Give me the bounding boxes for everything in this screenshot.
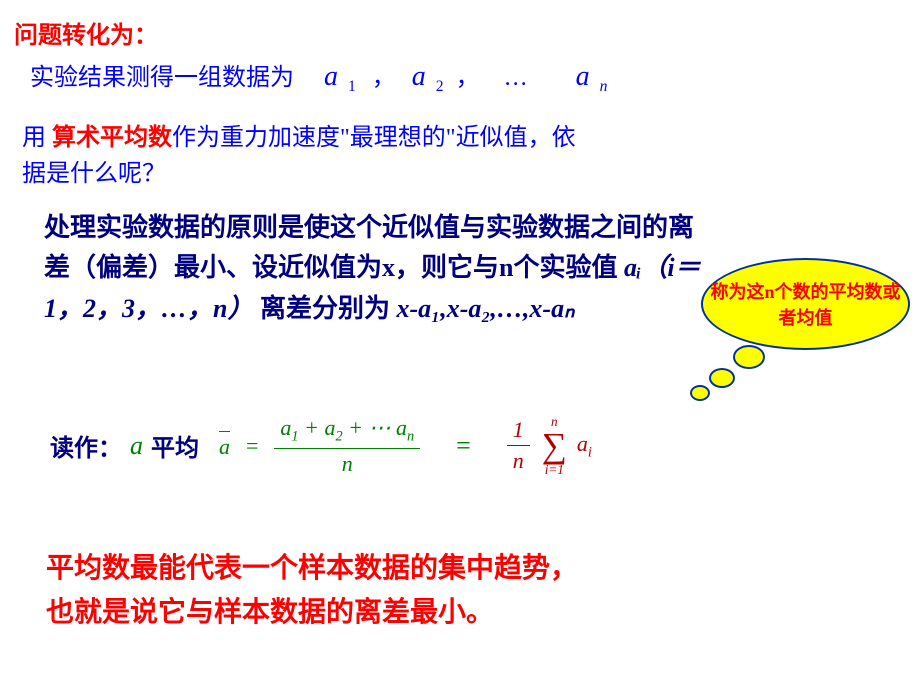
read-a: a [130, 431, 143, 461]
seq-a2-sub: 2 [436, 78, 444, 95]
frac1-num: a1 + a2 + ⋯ an [274, 415, 420, 448]
explanation-para: 处理实验数据的原则是使这个近似值与实验数据之间的离差（偏差）最小、设近似值为x，… [44, 208, 704, 329]
frac2-den: n [513, 446, 524, 474]
sigma-icon: ∑ [542, 428, 567, 463]
para-expr: x-a₁,x-a₂,…,x-aₙ [396, 294, 574, 323]
seq-an-sub: n [600, 78, 608, 95]
eq2: = [456, 431, 471, 461]
data-intro-line: 实验结果测得一组数据为 a1 ， a2 ， … an [30, 56, 607, 98]
frac1: a1 + a2 + ⋯ an n [274, 415, 420, 476]
seq-a2-a: a [412, 61, 426, 92]
cloud-bubble-2 [709, 368, 735, 388]
seq-a1-sub: 1 [348, 78, 356, 95]
cloud-bubble-3 [690, 385, 710, 401]
seq-comma1: ， [372, 65, 396, 91]
seq-an-a: a [576, 61, 590, 92]
thought-cloud: 称为这n个数的平均数或者均值 [701, 258, 910, 350]
para-text1: 处理实验数据的原则是使这个近似值与实验数据之间的离差（偏差）最小、设近似值为x，… [44, 213, 694, 282]
title-line: 问题转化为： [14, 18, 158, 54]
conclusion-2: 也就是说它与样本数据的离差最小。 [46, 592, 494, 634]
cloud-bubble-1 [733, 345, 765, 369]
read-suffix: 平均 [151, 428, 199, 463]
seq-dots: … [504, 65, 528, 91]
frac2-num: 1 [507, 417, 530, 446]
read-label: 读作： [50, 428, 122, 463]
para-text2: 离差分别为 [260, 294, 397, 323]
conclusion-1: 平均数最能代表一个样本数据的集中趋势， [46, 548, 578, 590]
sum-term: ai [577, 431, 592, 461]
data-intro-text: 实验结果测得一组数据为 [30, 65, 294, 91]
cloud-text: 称为这n个数的平均数或者均值 [708, 278, 903, 330]
sum-bot: i=1 [545, 463, 564, 476]
para-ai: aᵢ [624, 253, 641, 282]
formula-row: 读作： a 平均 a = a1 + a2 + ⋯ an n = 1 n n ∑ … [50, 415, 592, 477]
sum-symbol: n ∑ i=1 [542, 415, 567, 477]
abar: a [219, 431, 230, 460]
q-keyword: 算术平均数 [52, 125, 172, 151]
seq-a1-a: a [324, 61, 338, 92]
seq-comma2: ， [456, 65, 480, 91]
question-line: 用 算术平均数作为重力加速度"最理想的"近似值，依据是什么呢？ [22, 120, 582, 192]
q-prefix: 用 [22, 125, 52, 151]
frac2: 1 n [507, 417, 530, 474]
eq1: = [246, 433, 258, 459]
frac1-den: n [342, 449, 353, 477]
